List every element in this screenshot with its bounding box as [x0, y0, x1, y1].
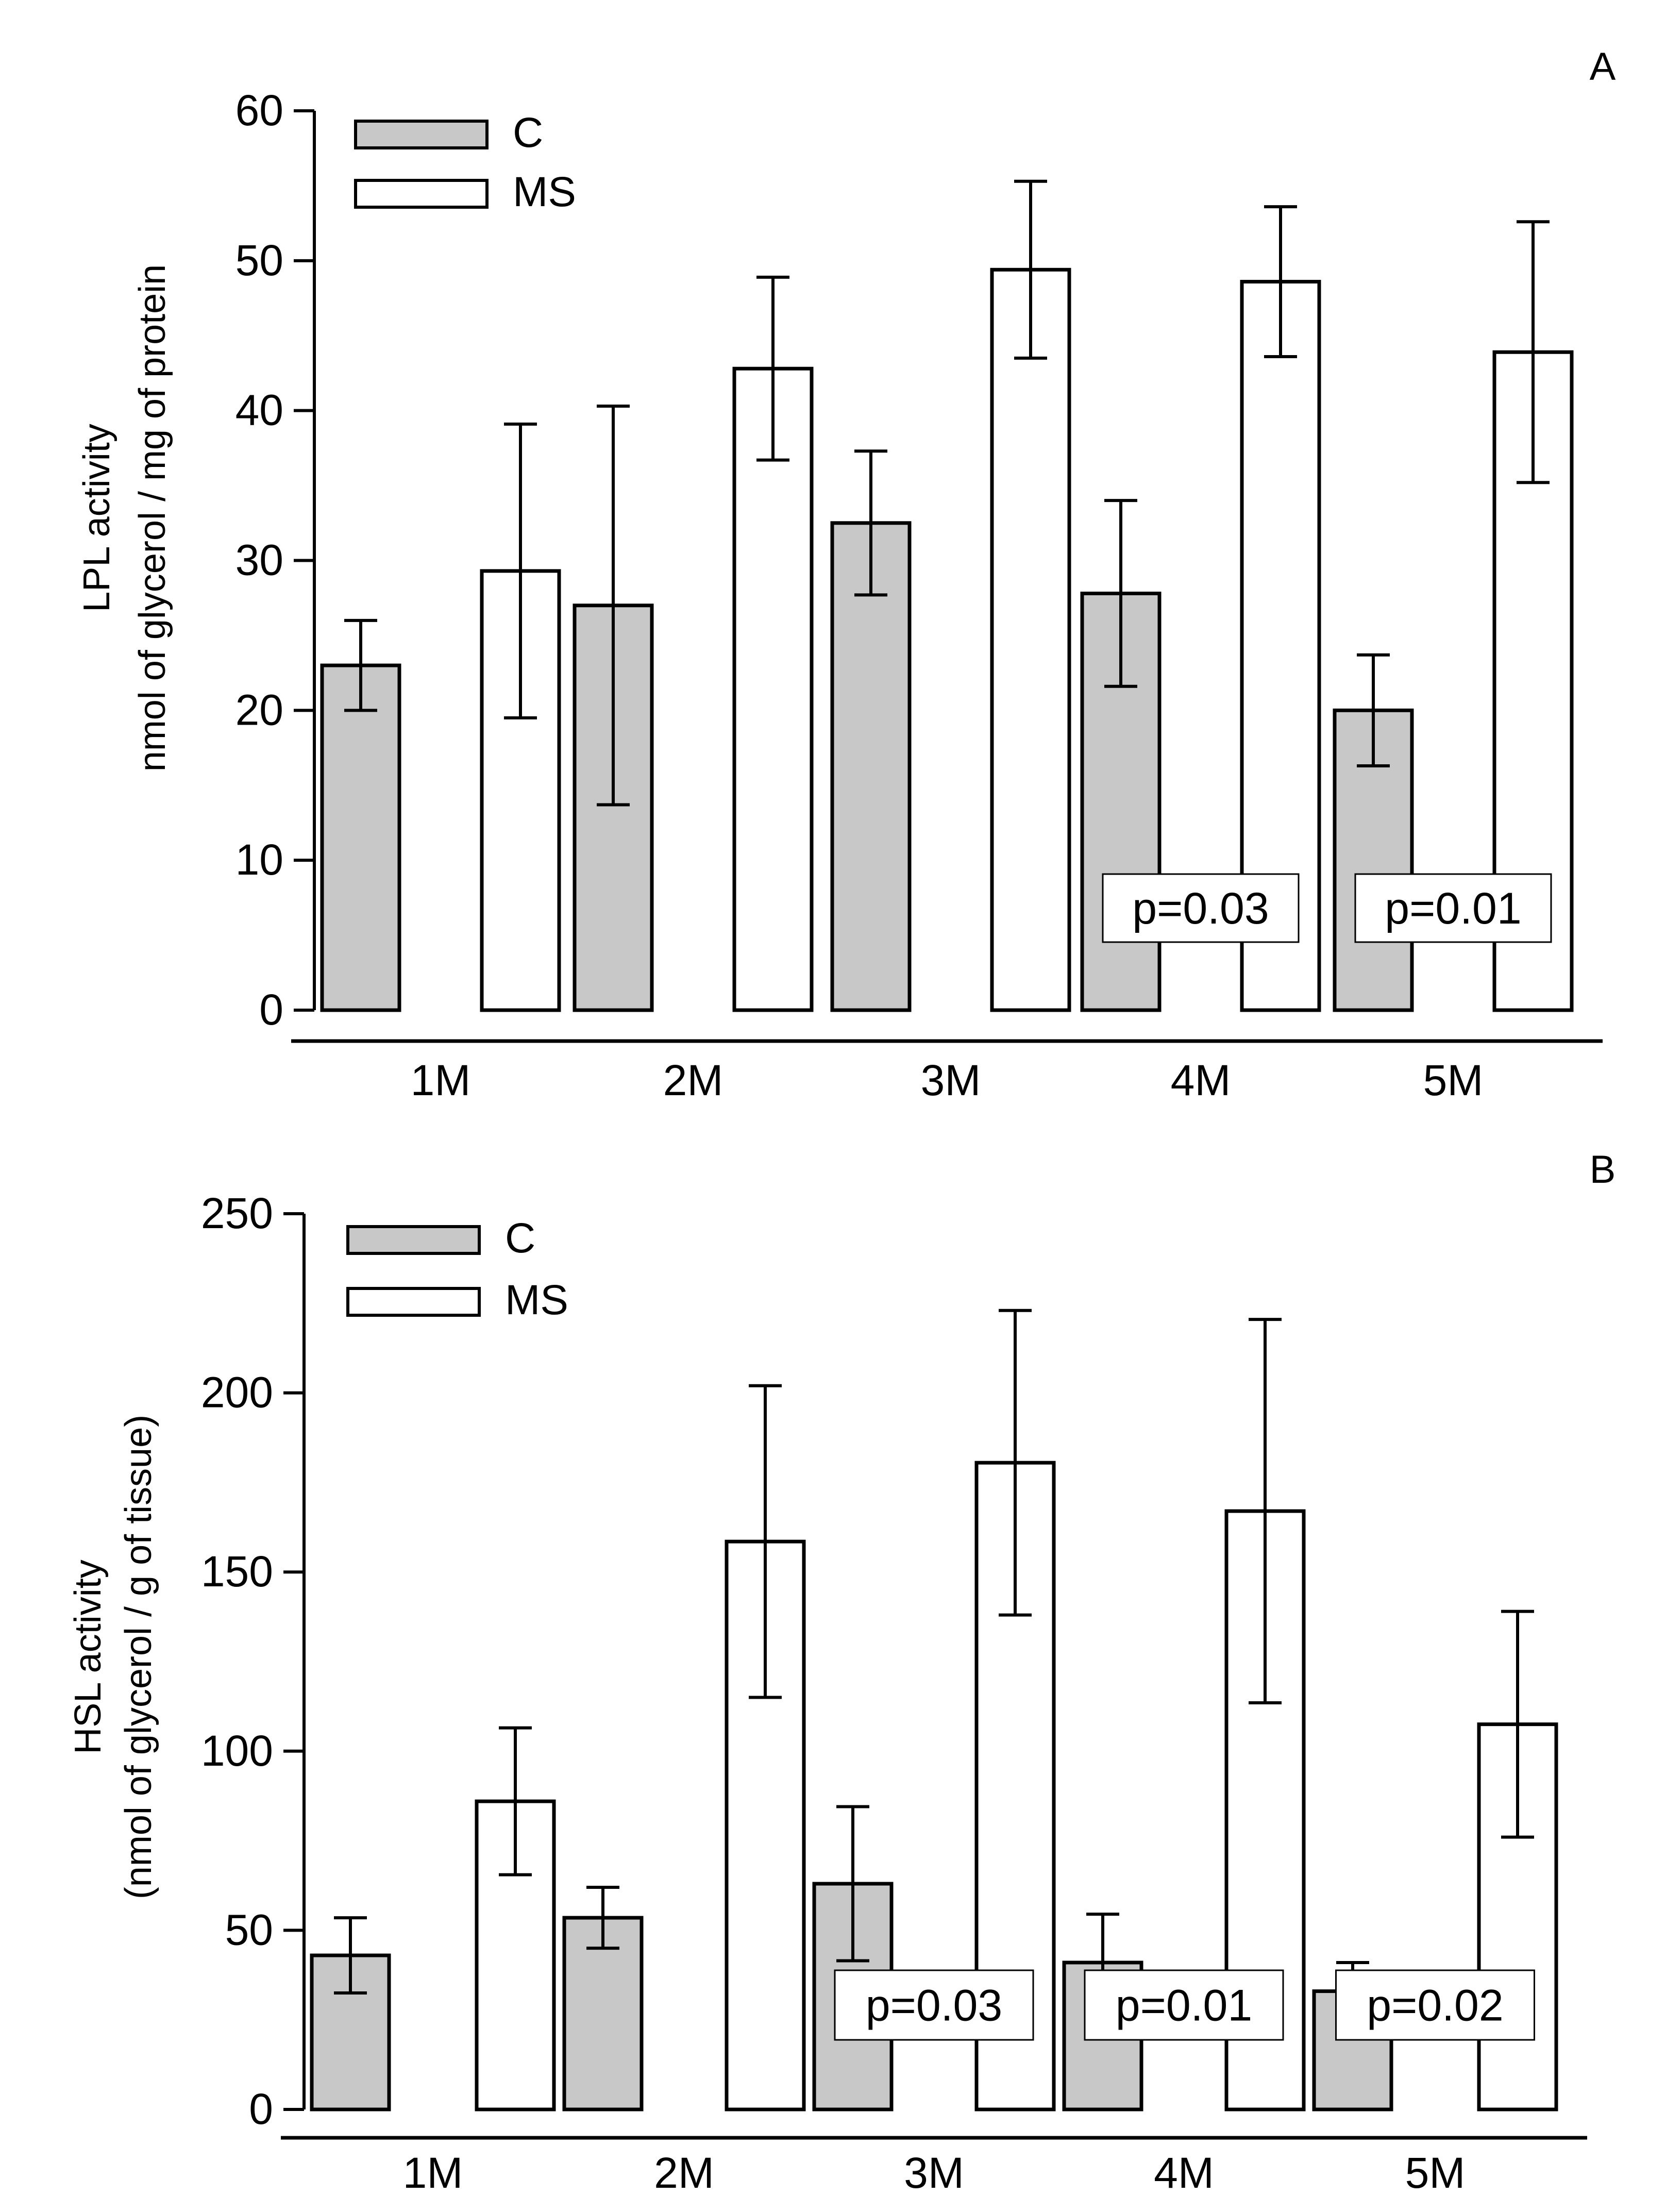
y-tick-label: 20 — [235, 685, 283, 734]
p-value-annotation: p=0.02 — [1367, 1981, 1503, 2031]
p-value-box — [1335, 1969, 1535, 2041]
panel-label: B — [1590, 1148, 1616, 1192]
category-label: 2M — [663, 1056, 723, 1104]
y-tick-label: 0 — [249, 2085, 273, 2133]
category-label: 4M — [1154, 2149, 1214, 2197]
panel-b-hsl-activity: B HSL activity (nmol of glycerol / g of … — [68, 1148, 1615, 2197]
legend-label-ms: MS — [513, 169, 576, 215]
p-value-box — [834, 1969, 1034, 2041]
category-label: 4M — [1171, 1056, 1231, 1104]
legend-swatch-ms — [354, 179, 489, 209]
bar-c-3m — [830, 521, 912, 1012]
category-label: 3M — [904, 2149, 964, 2197]
legend-swatch-c — [346, 1225, 481, 1255]
bar-ms-3m — [990, 267, 1071, 1012]
y-tick-label: 100 — [201, 1727, 273, 1775]
y-tick-label: 200 — [201, 1368, 273, 1417]
p-value-annotation: p=0.03 — [1132, 884, 1269, 933]
category-label: 1M — [411, 1056, 471, 1104]
category-label: 5M — [1423, 1056, 1484, 1104]
category-label: 3M — [921, 1056, 981, 1104]
category-label: 2M — [654, 2149, 714, 2197]
y-tick-label: 10 — [235, 835, 283, 884]
category-label: 5M — [1405, 2149, 1466, 2197]
p-value-annotation: p=0.03 — [866, 1981, 1002, 2031]
category-label: 1M — [403, 2149, 463, 2197]
legend-label-c: C — [513, 109, 543, 156]
p-value-box — [1354, 873, 1552, 943]
y-axis-subtitle: (nmol of glycerol / g of tissue) — [118, 1415, 159, 1899]
y-tick-label: 50 — [235, 236, 283, 284]
panel-a-lpl-activity: A LPL activity nmol of glycerol / mg of … — [76, 45, 1616, 1104]
y-axis-title: LPL activity — [76, 424, 117, 612]
y-tick-label: 40 — [235, 386, 283, 434]
y-tick-label: 0 — [259, 985, 283, 1034]
bar-c-1m — [320, 663, 401, 1012]
p-value-annotation: p=0.01 — [1116, 1981, 1252, 2031]
bar-ms-2m — [732, 366, 814, 1012]
legend-swatch-ms — [346, 1287, 481, 1317]
y-tick-label: 30 — [235, 536, 283, 584]
p-value-box — [1102, 873, 1300, 943]
legend-label-ms: MS — [505, 1277, 568, 1323]
panel-label: A — [1590, 45, 1616, 89]
y-tick-label: 60 — [235, 86, 283, 135]
y-tick-label: 250 — [201, 1189, 273, 1237]
y-axis-title: HSL activity — [68, 1560, 109, 1754]
legend-swatch-c — [354, 120, 489, 149]
y-axis-subtitle: nmol of glycerol / mg of protein — [132, 264, 173, 772]
p-value-annotation: p=0.01 — [1385, 884, 1521, 933]
y-tick-label: 50 — [225, 1905, 273, 1954]
y-tick-label: 150 — [201, 1547, 273, 1596]
p-value-box — [1084, 1969, 1284, 2041]
legend-label-c: C — [505, 1215, 535, 1262]
